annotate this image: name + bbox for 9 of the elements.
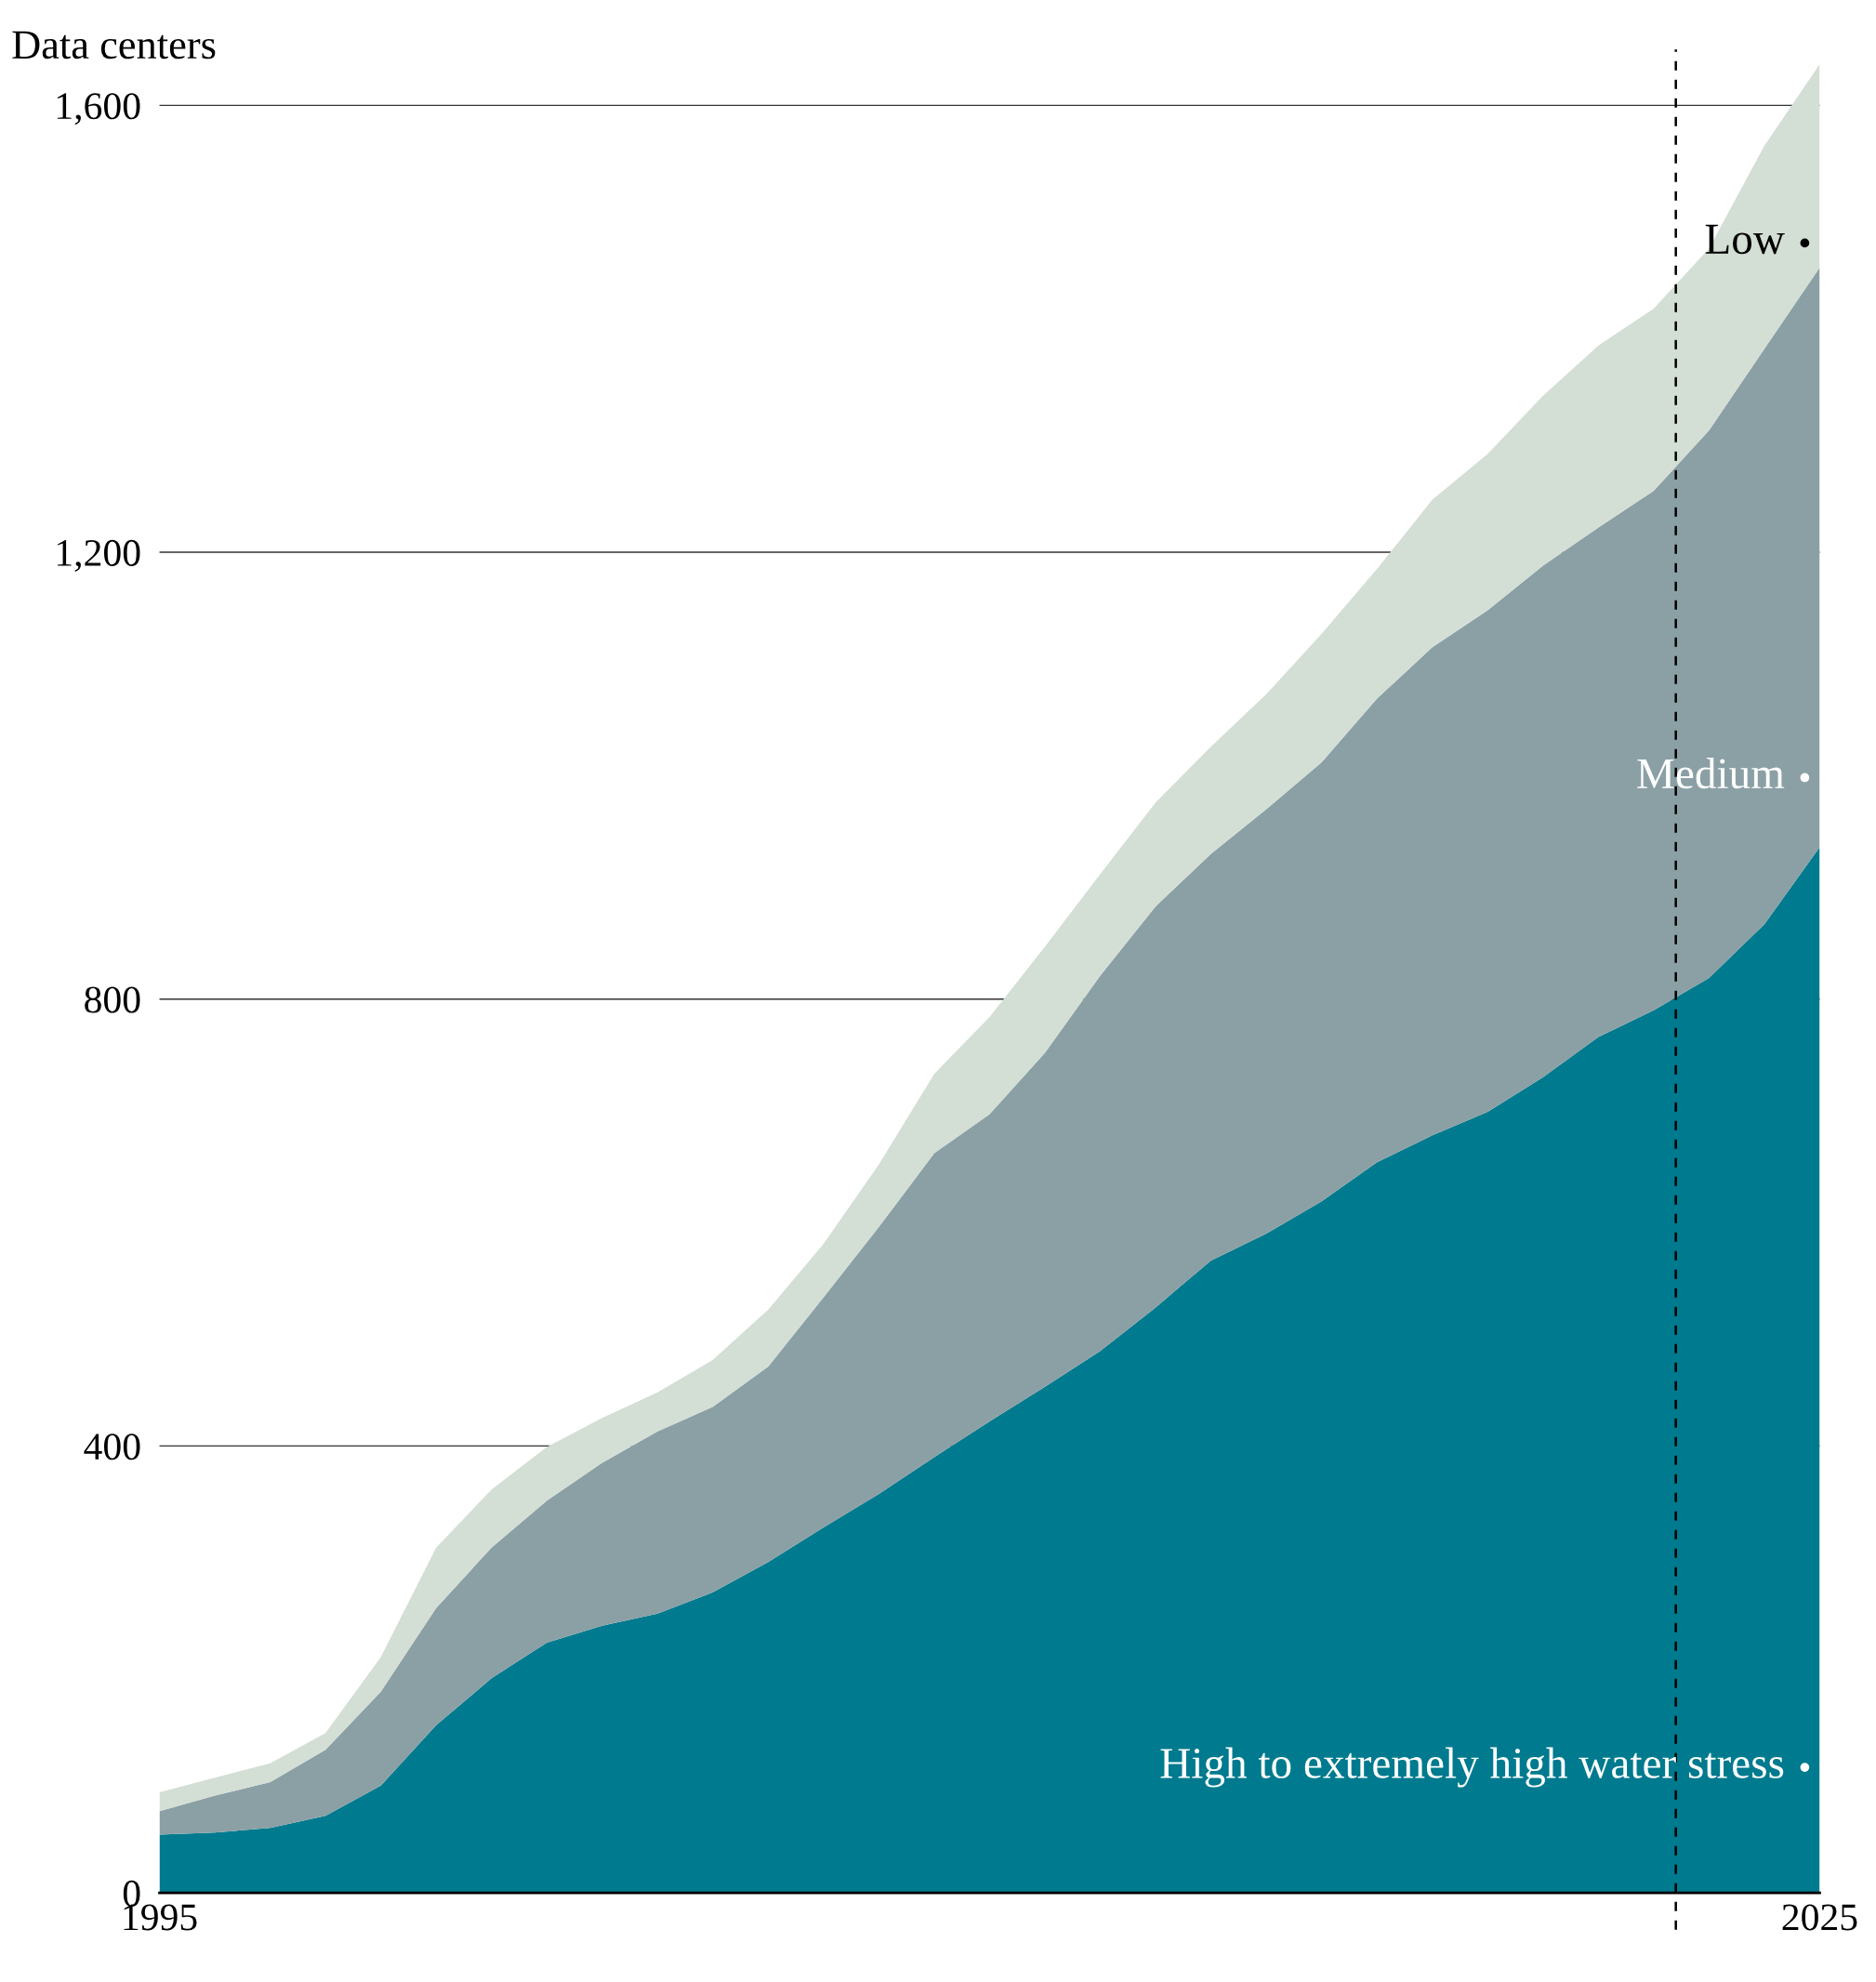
y-tick-label: 400 bbox=[84, 1434, 140, 1460]
y-tick-label: 800 bbox=[85, 986, 140, 1013]
y-tick-label: 1,200 bbox=[58, 539, 140, 572]
x-tick-label: 2025 bbox=[1782, 1904, 1857, 1931]
series-label: Medium bbox=[1637, 758, 1785, 789]
series-label: Low bbox=[1705, 224, 1785, 255]
series-label: High to extremely high water stress bbox=[1160, 1747, 1784, 1788]
y-tick-label: 1,600 bbox=[58, 93, 140, 126]
y-axis-title: Data centers bbox=[12, 31, 216, 59]
